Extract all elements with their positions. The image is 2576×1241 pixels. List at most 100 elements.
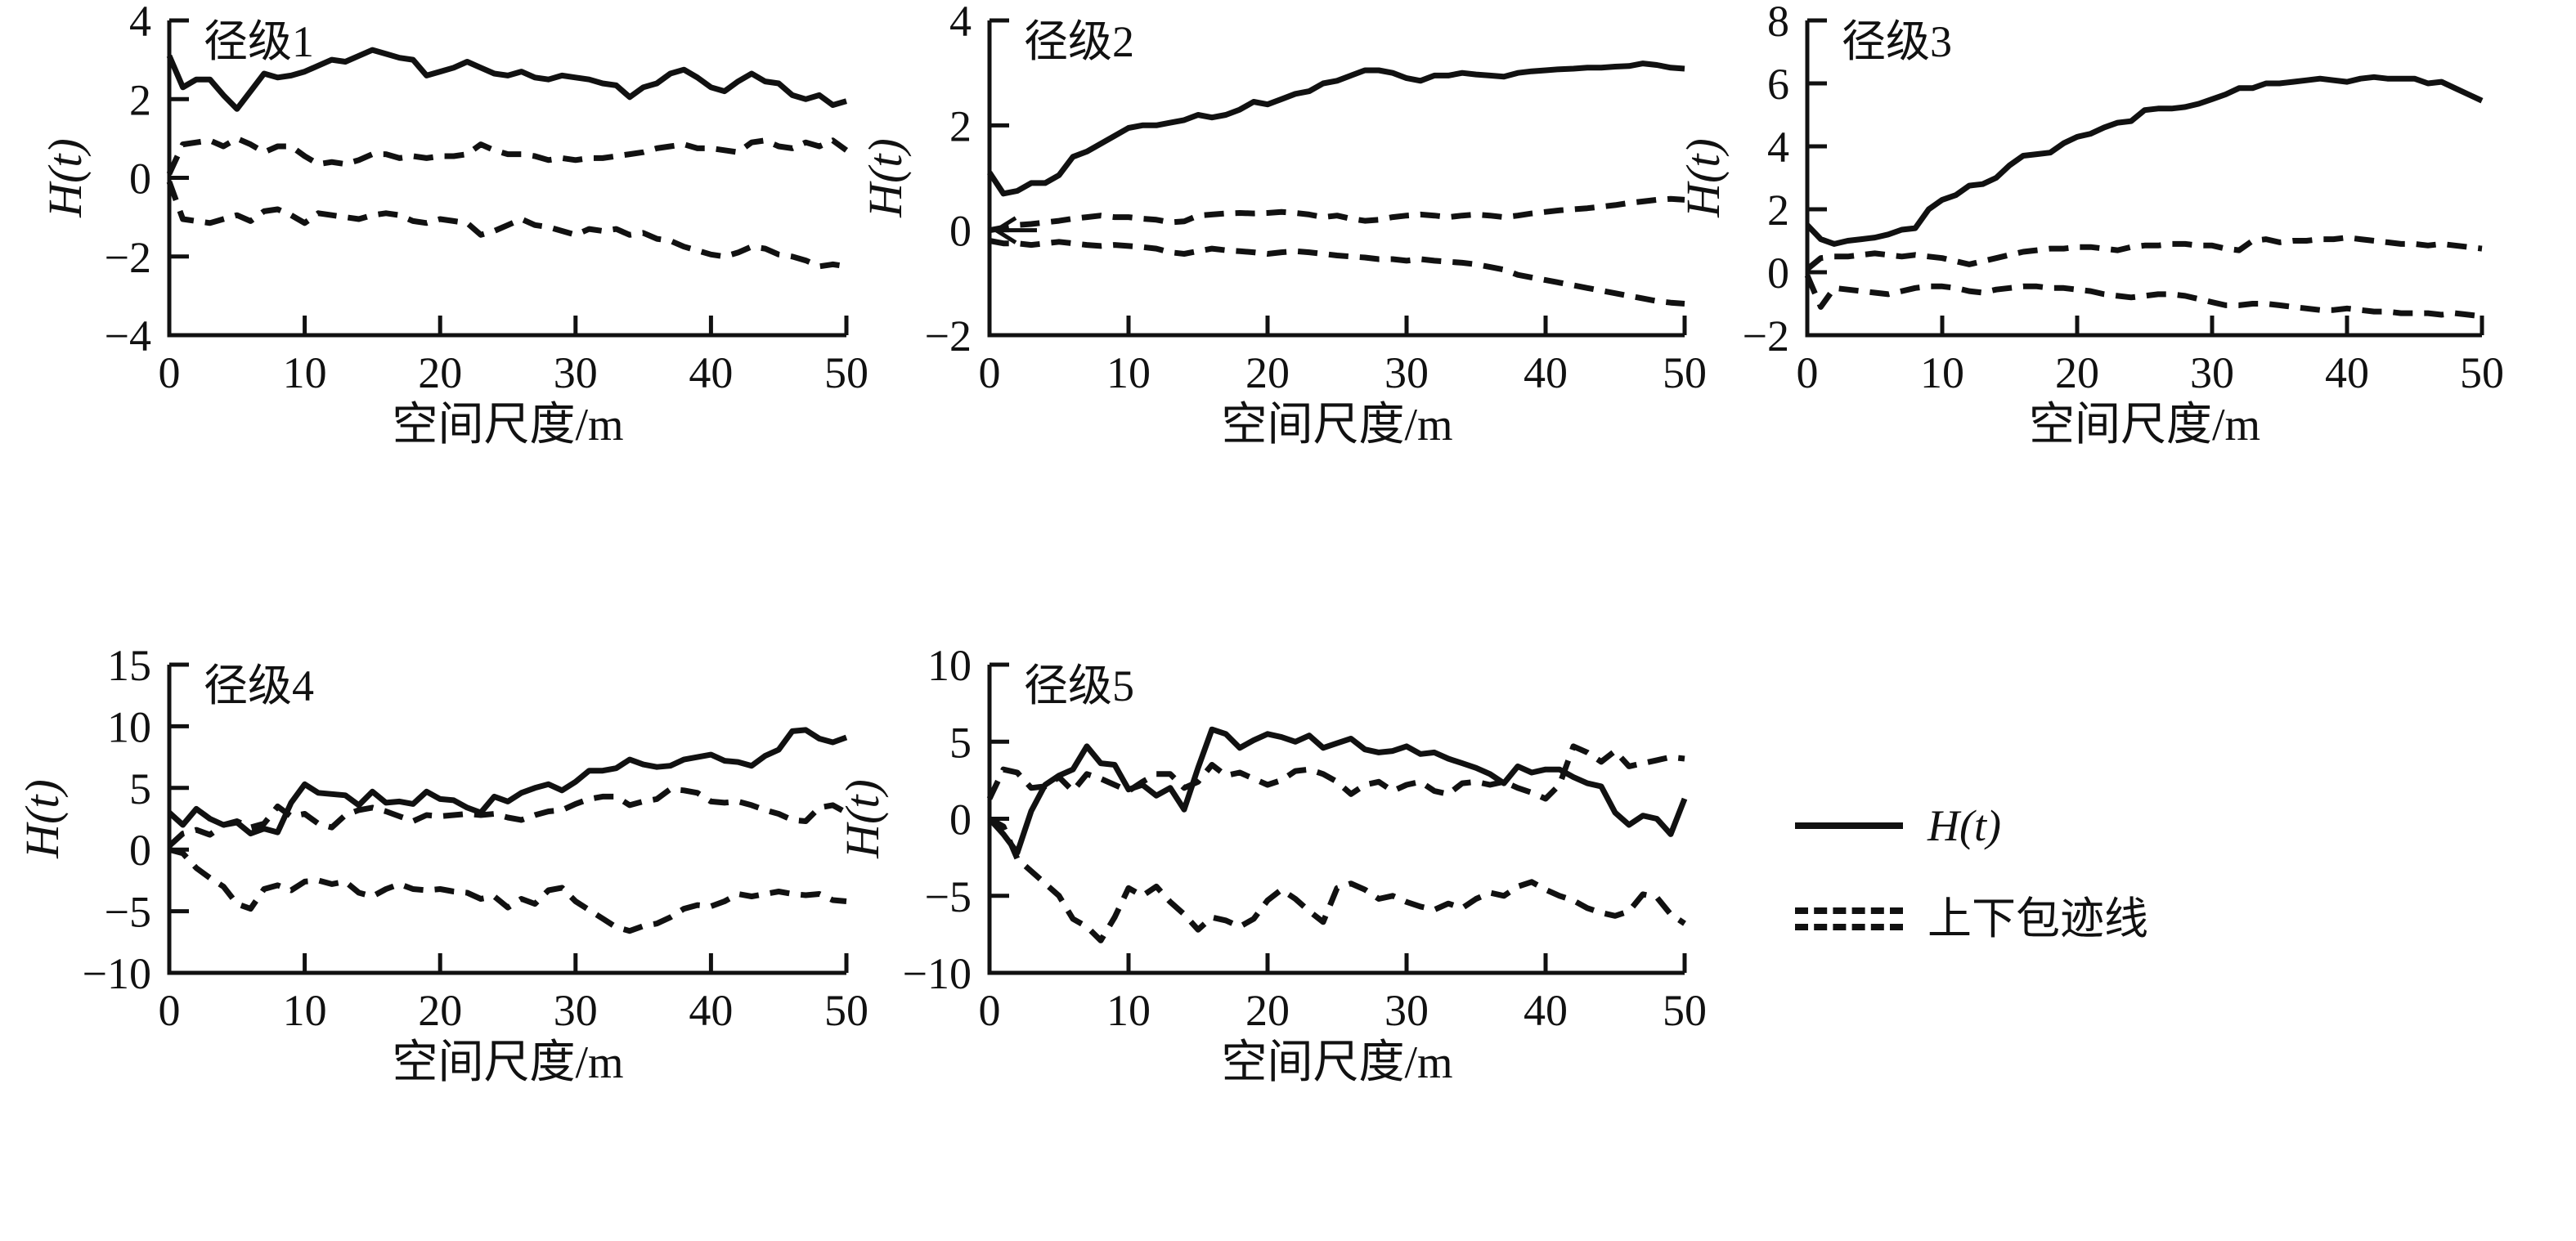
y-axis-label: H(t)	[38, 138, 92, 218]
y-tick-label: −4	[105, 311, 151, 361]
x-tick-label: 50	[824, 348, 868, 397]
y-tick-label: −2	[925, 311, 972, 361]
x-tick-label: 20	[1245, 348, 1290, 397]
x-axis-label: 空间尺度/m	[2029, 400, 2260, 450]
x-tick-label: 10	[1106, 348, 1151, 397]
x-tick-label: 0	[159, 986, 181, 1035]
series-envelope-line-2	[168, 846, 847, 934]
y-axis-label: H(t)	[836, 779, 889, 859]
x-tick-label: 30	[554, 986, 598, 1035]
y-tick-label: 5	[129, 764, 151, 813]
axis-spines	[167, 20, 846, 338]
double-dashed-line-marker	[1795, 907, 1903, 930]
y-tick-label: −2	[1743, 311, 1789, 361]
x-axis-label: 空间尺度/m	[1221, 1037, 1452, 1088]
series-ht-line	[987, 726, 1688, 856]
axis-spines	[987, 665, 1685, 975]
y-tick-label: 4	[949, 0, 972, 46]
series-envelope-line-1	[989, 195, 1685, 234]
legend: H(t) 上下包迹线	[1795, 797, 2148, 948]
series-envelope-line-1	[166, 135, 849, 176]
solid-line-marker	[1795, 822, 1903, 829]
y-tick-label: 0	[129, 826, 151, 875]
y-tick-label: −10	[903, 949, 972, 998]
subplot-title: 径级4	[204, 661, 314, 710]
series-ht-line	[166, 47, 847, 112]
series-envelope-line-1	[167, 786, 848, 849]
x-tick-label: 10	[1920, 348, 1964, 397]
y-tick-label: 4	[129, 0, 151, 46]
x-tick-label: 30	[1384, 986, 1429, 1035]
x-tick-label: 20	[418, 348, 462, 397]
y-tick-label: 2	[1767, 186, 1789, 235]
x-tick-label: 20	[1245, 986, 1290, 1035]
origin-arrow-annotation	[994, 216, 1037, 244]
x-tick-label: 40	[689, 986, 733, 1035]
series-envelope-line-2	[988, 816, 1686, 943]
series-envelope-line-2	[1804, 274, 2483, 320]
y-tick-label: 5	[949, 718, 972, 767]
x-tick-label: 0	[979, 348, 1001, 397]
y-axis-label: H(t)	[1676, 138, 1730, 218]
x-tick-label: 50	[824, 986, 868, 1035]
x-tick-label: 40	[689, 348, 733, 397]
legend-label-envelope: 上下包迹线	[1928, 894, 2148, 943]
x-axis-label: 空间尺度/m	[392, 1037, 623, 1088]
x-tick-label: 50	[1663, 348, 1707, 397]
x-tick-label: 30	[554, 348, 598, 397]
y-axis-label: H(t)	[859, 138, 912, 218]
x-tick-label: 10	[283, 348, 327, 397]
series-ht-line	[1805, 74, 2484, 247]
subplot-title: 径级3	[1842, 17, 1952, 66]
series-envelope-line-1	[1805, 235, 2483, 271]
x-tick-label: 20	[2055, 348, 2099, 397]
y-tick-label: 0	[1767, 249, 1789, 298]
y-tick-label: 8	[1767, 0, 1789, 46]
x-tick-label: 40	[2325, 348, 2369, 397]
x-tick-label: 0	[979, 986, 1001, 1035]
series-envelope-line-1	[986, 743, 1685, 802]
x-tick-label: 30	[2190, 348, 2234, 397]
y-tick-label: −2	[105, 233, 151, 282]
subplot-title: 径级5	[1024, 661, 1134, 710]
y-tick-label: 0	[129, 155, 151, 204]
y-tick-label: 0	[949, 207, 972, 256]
series-ht-line	[987, 60, 1685, 197]
x-tick-label: 0	[1797, 348, 1819, 397]
legend-item-envelope: 上下包迹线	[1795, 890, 2148, 948]
x-tick-label: 40	[1524, 986, 1568, 1035]
y-tick-label: 15	[107, 641, 151, 690]
y-tick-label: −5	[105, 888, 151, 937]
y-tick-label: 2	[949, 101, 972, 150]
y-tick-label: −5	[925, 872, 972, 921]
subplot-title: 径级2	[1024, 17, 1134, 66]
legend-item-ht: H(t)	[1795, 797, 2148, 854]
y-tick-label: 2	[129, 75, 151, 124]
x-axis-label: 空间尺度/m	[1221, 400, 1452, 450]
x-tick-label: 10	[283, 986, 327, 1035]
y-tick-label: 0	[949, 795, 972, 845]
y-tick-label: 10	[927, 641, 972, 690]
subplot-5: −10 −5 0 5 10 0 10 20 30 40 50 径级5 空间尺度/m H(t)	[836, 641, 1707, 1088]
x-tick-label: 30	[1384, 348, 1429, 397]
series-ht-line	[167, 727, 848, 837]
x-axis-label: 空间尺度/m	[392, 400, 623, 450]
subplot-title: 径级1	[204, 17, 314, 66]
y-tick-label: 4	[1767, 123, 1789, 172]
x-tick-label: 20	[418, 986, 462, 1035]
x-tick-label: 50	[1663, 986, 1707, 1035]
y-tick-label: −10	[83, 949, 151, 998]
legend-label-ht: H(t)	[1928, 801, 2001, 850]
series-envelope-line-2	[989, 238, 1685, 307]
x-tick-label: 10	[1106, 986, 1151, 1035]
y-tick-label: 10	[107, 702, 151, 751]
x-tick-label: 0	[159, 348, 181, 397]
x-tick-label: 40	[1524, 348, 1568, 397]
x-tick-label: 50	[2460, 348, 2504, 397]
